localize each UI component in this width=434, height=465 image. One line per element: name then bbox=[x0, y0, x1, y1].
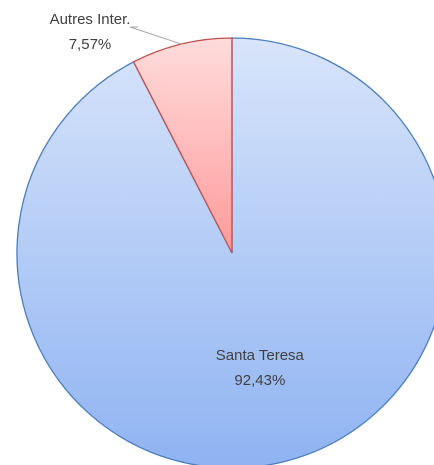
category-label: Autres Inter. bbox=[50, 11, 131, 28]
leader-line bbox=[129, 26, 182, 45]
pie-slice bbox=[132, 37, 233, 254]
pie-slice bbox=[16, 37, 434, 465]
category-label: Santa Teresa bbox=[216, 347, 305, 364]
value-label: 7,57% bbox=[69, 36, 112, 53]
value-label: 92,43% bbox=[234, 372, 285, 389]
